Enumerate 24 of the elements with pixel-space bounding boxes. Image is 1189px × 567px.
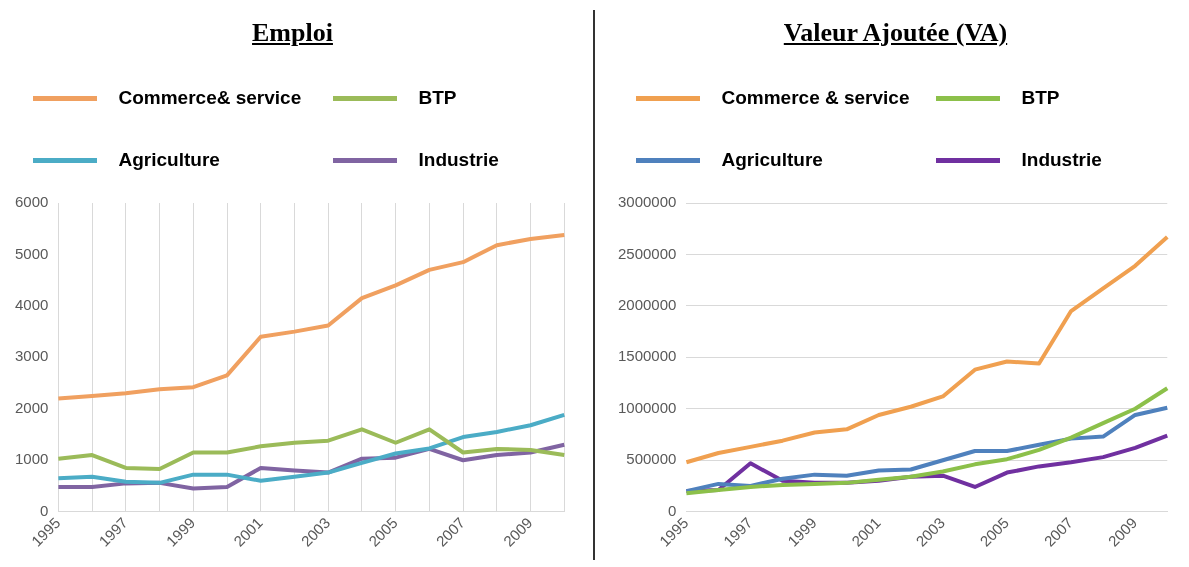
y-tick-label: 6000 [14, 193, 49, 211]
legend-label: Agriculture [118, 149, 220, 171]
y-tick-label: 1000000 [617, 398, 677, 416]
y-tick-label: 3000000 [617, 193, 677, 211]
y-tick-label: 4000 [14, 296, 49, 314]
legend-label: Commerce & service [721, 87, 910, 109]
legend-label: Industrie [1021, 149, 1102, 171]
y-tick-label: 2000 [14, 398, 49, 416]
y-tick-label: 2000000 [617, 296, 677, 314]
y-tick-label: 3000 [14, 347, 49, 365]
y-tick-label: 0 [40, 501, 49, 519]
y-tick-label: 0 [668, 501, 677, 519]
y-tick-label: 1000 [14, 450, 49, 468]
legend-label: Agriculture [721, 149, 823, 171]
chart-title: Emploi [252, 18, 333, 49]
legend-label: BTP [1021, 87, 1060, 109]
y-tick-label: 500000 [626, 450, 677, 468]
y-tick-label: 5000 [14, 244, 49, 262]
legend-label: Industrie [418, 149, 499, 171]
chart-title: Valeur Ajoutée (VA) [783, 18, 1008, 49]
y-tick-label: 2500000 [617, 244, 677, 262]
legend-label: Commerce& service [118, 87, 302, 109]
y-tick-label: 1500000 [617, 347, 677, 365]
legend-label: BTP [418, 87, 457, 109]
